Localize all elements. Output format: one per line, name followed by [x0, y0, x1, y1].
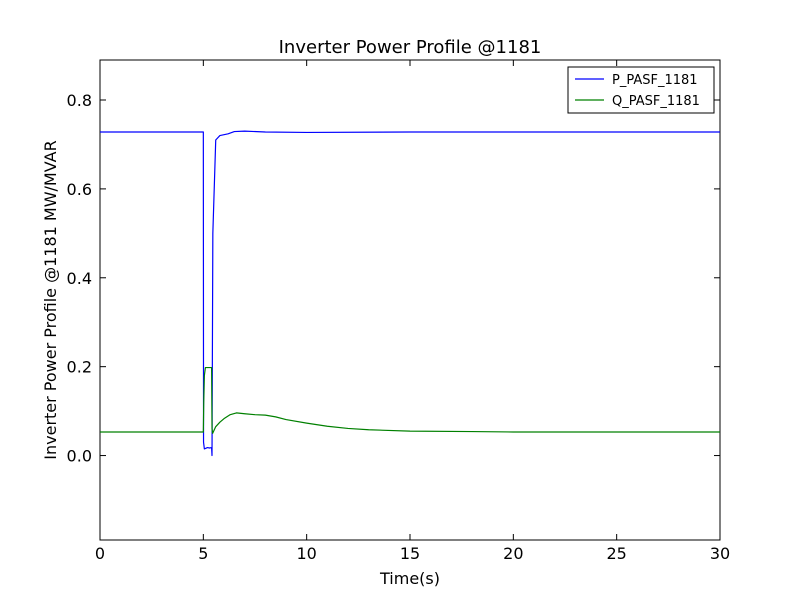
x-tick-label: 0	[95, 544, 105, 563]
x-tick-label: 20	[503, 544, 523, 563]
x-tick-label: 25	[606, 544, 626, 563]
x-tick-label: 10	[296, 544, 316, 563]
x-axis-label: Time(s)	[379, 569, 440, 588]
y-tick-label: 0.6	[67, 180, 92, 199]
x-tick-label: 15	[400, 544, 420, 563]
y-tick-label: 0.0	[67, 447, 92, 466]
series-line-p-pasf-1181	[100, 130, 720, 457]
legend: P_PASF_1181 Q_PASF_1181	[567, 66, 715, 114]
y-axis-ticks: 0.0 0.2 0.4 0.6 0.8	[67, 91, 720, 466]
chart-title: Inverter Power Profile @1181	[279, 37, 542, 58]
x-axis-ticks: 0 5 10 15 20 25 30	[95, 60, 730, 563]
x-tick-label: 30	[710, 544, 730, 563]
y-tick-label: 0.4	[67, 269, 92, 288]
y-tick-label: 0.2	[67, 358, 92, 377]
legend-box	[567, 66, 715, 114]
y-axis-label: Inverter Power Profile @1181 MW/MVAR	[41, 140, 60, 459]
series-lines	[100, 130, 720, 457]
x-tick-label: 5	[198, 544, 208, 563]
legend-label-p-pasf-1181: P_PASF_1181	[612, 73, 698, 88]
y-tick-label: 0.8	[67, 91, 92, 110]
legend-label-q-pasf-1181: Q_PASF_1181	[612, 94, 700, 109]
series-line-q-pasf-1181	[100, 366, 720, 434]
